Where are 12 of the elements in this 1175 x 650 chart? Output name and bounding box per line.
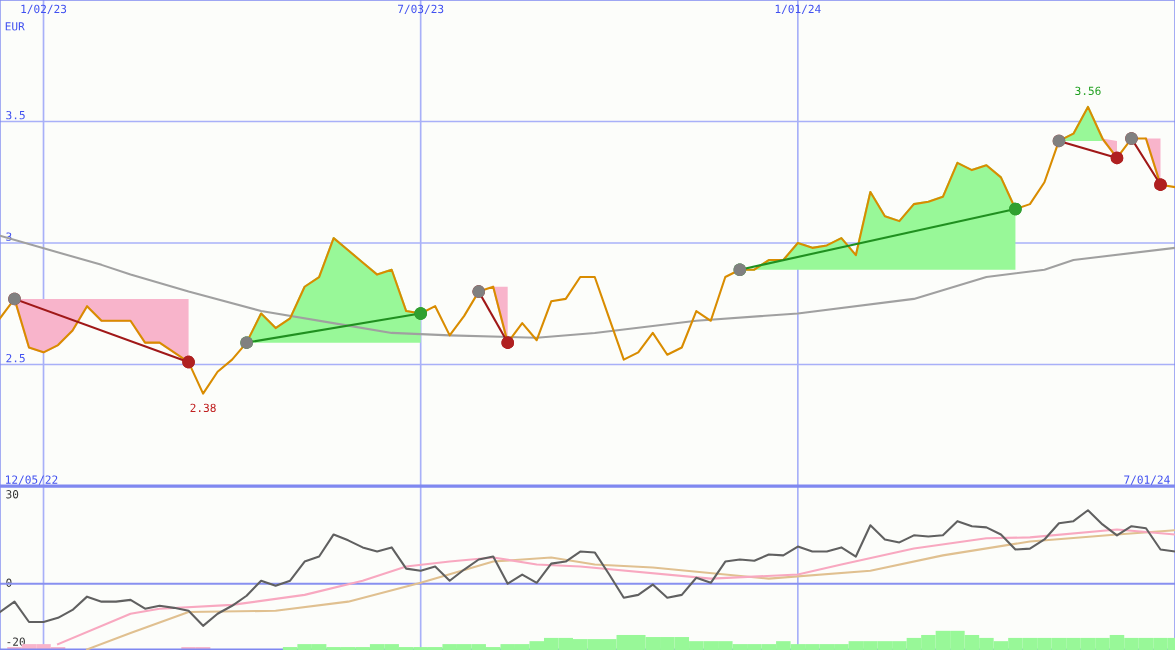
annotation: 12/05/22 [6,475,58,485]
y-axis-title: EUR [5,22,25,31]
y-tick-label: 30 [6,490,19,499]
annotation: 3.56 [1075,86,1101,96]
y-tick-label: 3.5 [6,110,25,120]
x-tick-label: 1/02/23 [21,4,67,14]
y-tick-label: 2.5 [6,353,25,363]
annotation: 2.38 [190,403,216,413]
annotation: 7/01/24 [1124,475,1170,485]
x-tick-label: 1/01/24 [775,4,821,14]
x-tick-label: 7/03/23 [398,4,444,14]
y-tick-label: -20 [7,637,25,646]
